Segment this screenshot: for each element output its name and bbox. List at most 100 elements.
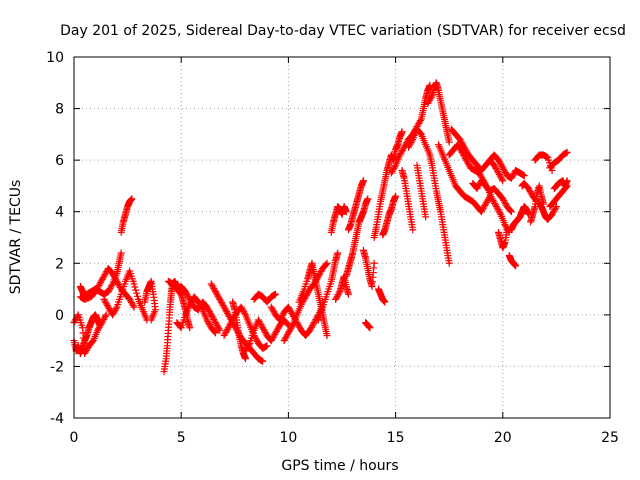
data-point xyxy=(111,306,119,314)
data-series xyxy=(70,79,571,376)
data-point xyxy=(97,277,105,285)
data-point xyxy=(278,313,286,321)
data-point xyxy=(492,203,500,211)
data-point xyxy=(81,350,89,358)
data-point xyxy=(204,305,212,313)
data-point xyxy=(286,306,294,314)
data-point xyxy=(128,195,136,203)
data-point xyxy=(475,181,483,189)
x-tick-label: 10 xyxy=(279,430,297,446)
data-point xyxy=(552,203,560,211)
data-point xyxy=(464,159,472,167)
data-point xyxy=(284,303,292,311)
data-point xyxy=(104,303,112,311)
data-point xyxy=(309,320,317,328)
series-arc-13 xyxy=(229,298,250,363)
data-point xyxy=(115,280,123,288)
data-point xyxy=(225,322,233,330)
data-point xyxy=(242,355,250,363)
x-tick-label: 15 xyxy=(387,430,405,446)
data-point xyxy=(282,334,290,342)
data-point xyxy=(127,298,135,306)
data-point xyxy=(287,324,295,332)
data-point xyxy=(507,174,515,182)
data-point xyxy=(311,317,319,325)
series-arc-43 xyxy=(527,182,548,226)
data-point xyxy=(130,280,138,288)
data-point xyxy=(94,283,102,291)
data-point xyxy=(398,146,406,154)
data-point xyxy=(226,321,234,329)
data-point xyxy=(370,259,378,267)
data-point xyxy=(97,278,105,286)
series-arc-31 xyxy=(404,125,453,267)
data-point xyxy=(218,298,226,306)
data-point xyxy=(497,174,505,182)
data-point xyxy=(105,305,113,313)
data-point xyxy=(105,286,113,294)
data-point xyxy=(184,292,192,300)
data-point xyxy=(445,259,453,267)
series-arc-35 xyxy=(445,141,513,236)
data-point xyxy=(427,93,435,101)
data-point xyxy=(101,297,109,305)
y-tick-label: 0 xyxy=(55,308,64,324)
data-point xyxy=(183,291,191,299)
data-point xyxy=(211,286,219,294)
data-point xyxy=(323,259,331,267)
data-point xyxy=(493,166,501,174)
data-point xyxy=(334,291,342,299)
series-arc-8 xyxy=(160,277,194,376)
data-point xyxy=(205,306,213,314)
data-point xyxy=(182,289,190,297)
data-point xyxy=(196,301,204,309)
data-point xyxy=(114,279,122,287)
data-point xyxy=(222,328,230,336)
data-point xyxy=(520,172,528,180)
data-point xyxy=(456,136,464,144)
data-point xyxy=(463,148,471,156)
data-point xyxy=(212,288,220,296)
series-arc-30 xyxy=(398,166,417,234)
data-point xyxy=(147,316,155,324)
data-point xyxy=(96,322,104,330)
data-point xyxy=(463,158,471,166)
data-point xyxy=(499,177,507,185)
data-point xyxy=(93,285,101,293)
series-arc-40 xyxy=(505,252,520,270)
data-point xyxy=(495,171,503,179)
data-point xyxy=(527,189,535,197)
data-point xyxy=(97,320,105,328)
data-point xyxy=(208,312,216,320)
data-point xyxy=(457,137,465,145)
data-point xyxy=(473,185,481,193)
data-point xyxy=(228,318,236,326)
data-point xyxy=(101,312,109,320)
y-tick-label: 8 xyxy=(55,102,64,118)
data-point xyxy=(323,331,331,339)
data-point xyxy=(507,207,515,215)
data-point xyxy=(101,271,109,279)
data-point xyxy=(219,302,227,310)
data-point xyxy=(277,314,285,322)
data-point xyxy=(322,260,330,268)
x-tick-label: 25 xyxy=(601,430,619,446)
data-point xyxy=(212,329,220,337)
data-point xyxy=(271,330,279,338)
data-point xyxy=(482,200,490,208)
data-point xyxy=(416,118,424,126)
data-point xyxy=(317,268,325,276)
data-point xyxy=(426,95,434,103)
series-arc-22 xyxy=(342,195,372,280)
data-point xyxy=(206,309,214,317)
data-point xyxy=(211,317,219,325)
data-point xyxy=(272,329,280,337)
data-point xyxy=(458,139,466,147)
data-point xyxy=(494,206,502,214)
data-point xyxy=(285,327,293,335)
data-point xyxy=(501,167,509,175)
data-point xyxy=(205,319,213,327)
data-point xyxy=(71,317,79,325)
data-point xyxy=(126,295,134,303)
